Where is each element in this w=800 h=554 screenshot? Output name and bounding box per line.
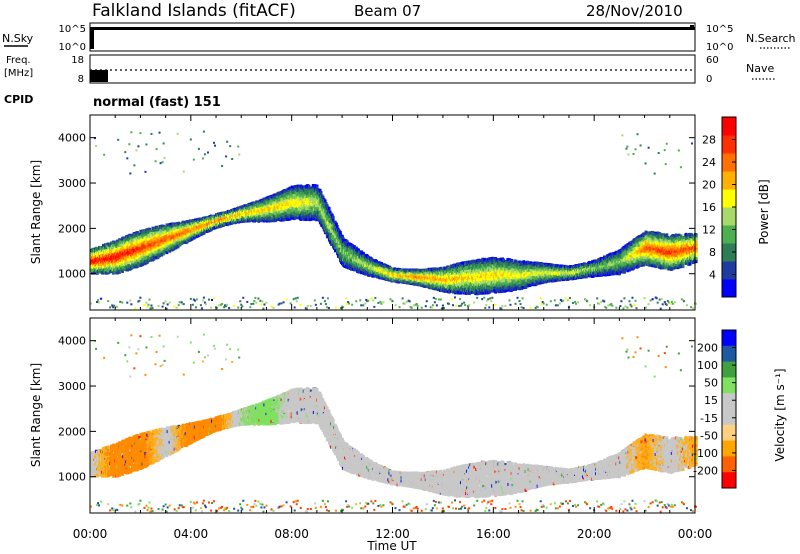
cpid-label: CPID: [4, 93, 33, 106]
power-cell: [95, 145, 97, 147]
nsearch-tick-bottom: 10^0: [706, 42, 733, 53]
cpid-value: normal (fast) 151: [93, 95, 221, 110]
power-cell: [107, 300, 109, 302]
power-cell: [109, 306, 111, 308]
power-cell: [137, 145, 139, 147]
power-cell: [116, 306, 118, 308]
radar-summary-plot: Falkland Islands (fitACF) Beam 07 28/Nov…: [0, 0, 800, 554]
power-cell: [119, 301, 121, 303]
power-cell: [129, 172, 131, 174]
nsky-tick-bottom: 10^0: [59, 42, 86, 53]
station-title: Falkland Islands (fitACF): [92, 1, 296, 21]
nave-label: Nave: [746, 62, 774, 75]
freq-panel: Freq. [MHz] 18 8 60 0 Nave: [4, 55, 776, 85]
nsky-end-mark: [690, 25, 694, 30]
power-cell: [121, 301, 123, 303]
power-cell: [96, 301, 98, 303]
power-cell: [111, 304, 113, 306]
power-cell: [100, 298, 102, 300]
nsearch-tick-top: 10^5: [706, 24, 733, 35]
freq-unit-label: [MHz]: [4, 68, 33, 79]
power-cell: [113, 305, 115, 307]
power-cell: [117, 139, 119, 141]
power-cell: [135, 149, 137, 151]
power-cell: [98, 301, 100, 303]
power-cell: [130, 131, 132, 133]
freq-tick-bottom: 8: [78, 74, 84, 85]
nsky-panel: N.Sky 10^5 10^0 10^5 10^0 N.Search: [2, 23, 796, 53]
power-cell: [130, 303, 132, 305]
freq-start-block: [90, 70, 108, 82]
freq-frame: [90, 55, 695, 83]
power-cell: [128, 143, 130, 145]
power-marks: [90, 131, 698, 310]
nsky-start-spike: [90, 27, 94, 49]
power-cell: [103, 154, 105, 156]
nave-tick-top: 60: [706, 55, 719, 66]
power-cell: [126, 157, 128, 159]
power-cell: [126, 302, 128, 304]
power-cell: [97, 299, 99, 301]
power-cell: [134, 307, 136, 309]
nsearch-label: N.Search: [746, 32, 796, 45]
beam-label: Beam 07: [354, 2, 421, 20]
power-cell: [133, 164, 135, 166]
nave-tick-bottom: 0: [706, 74, 712, 85]
nsky-label: N.Sky: [2, 32, 34, 45]
freq-tick-top: 18: [71, 55, 84, 66]
date-label: 28/Nov/2010: [586, 2, 683, 20]
power-cell: [124, 151, 126, 153]
power-cell: [129, 299, 131, 301]
nsky-trace: [90, 27, 695, 30]
nsky-tick-top: 10^5: [59, 24, 86, 35]
freq-label: Freq.: [6, 55, 31, 66]
